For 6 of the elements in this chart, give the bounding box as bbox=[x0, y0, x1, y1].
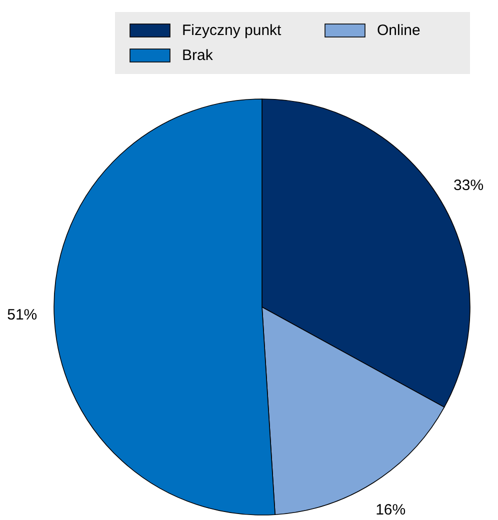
data-label: 33% bbox=[454, 176, 484, 194]
legend-label: Brak bbox=[182, 47, 214, 64]
data-label: 51% bbox=[7, 306, 38, 324]
legend-label: Fizyczny punkt bbox=[182, 22, 282, 39]
data-label: 16% bbox=[376, 502, 406, 519]
legend-label: Online bbox=[377, 22, 420, 39]
